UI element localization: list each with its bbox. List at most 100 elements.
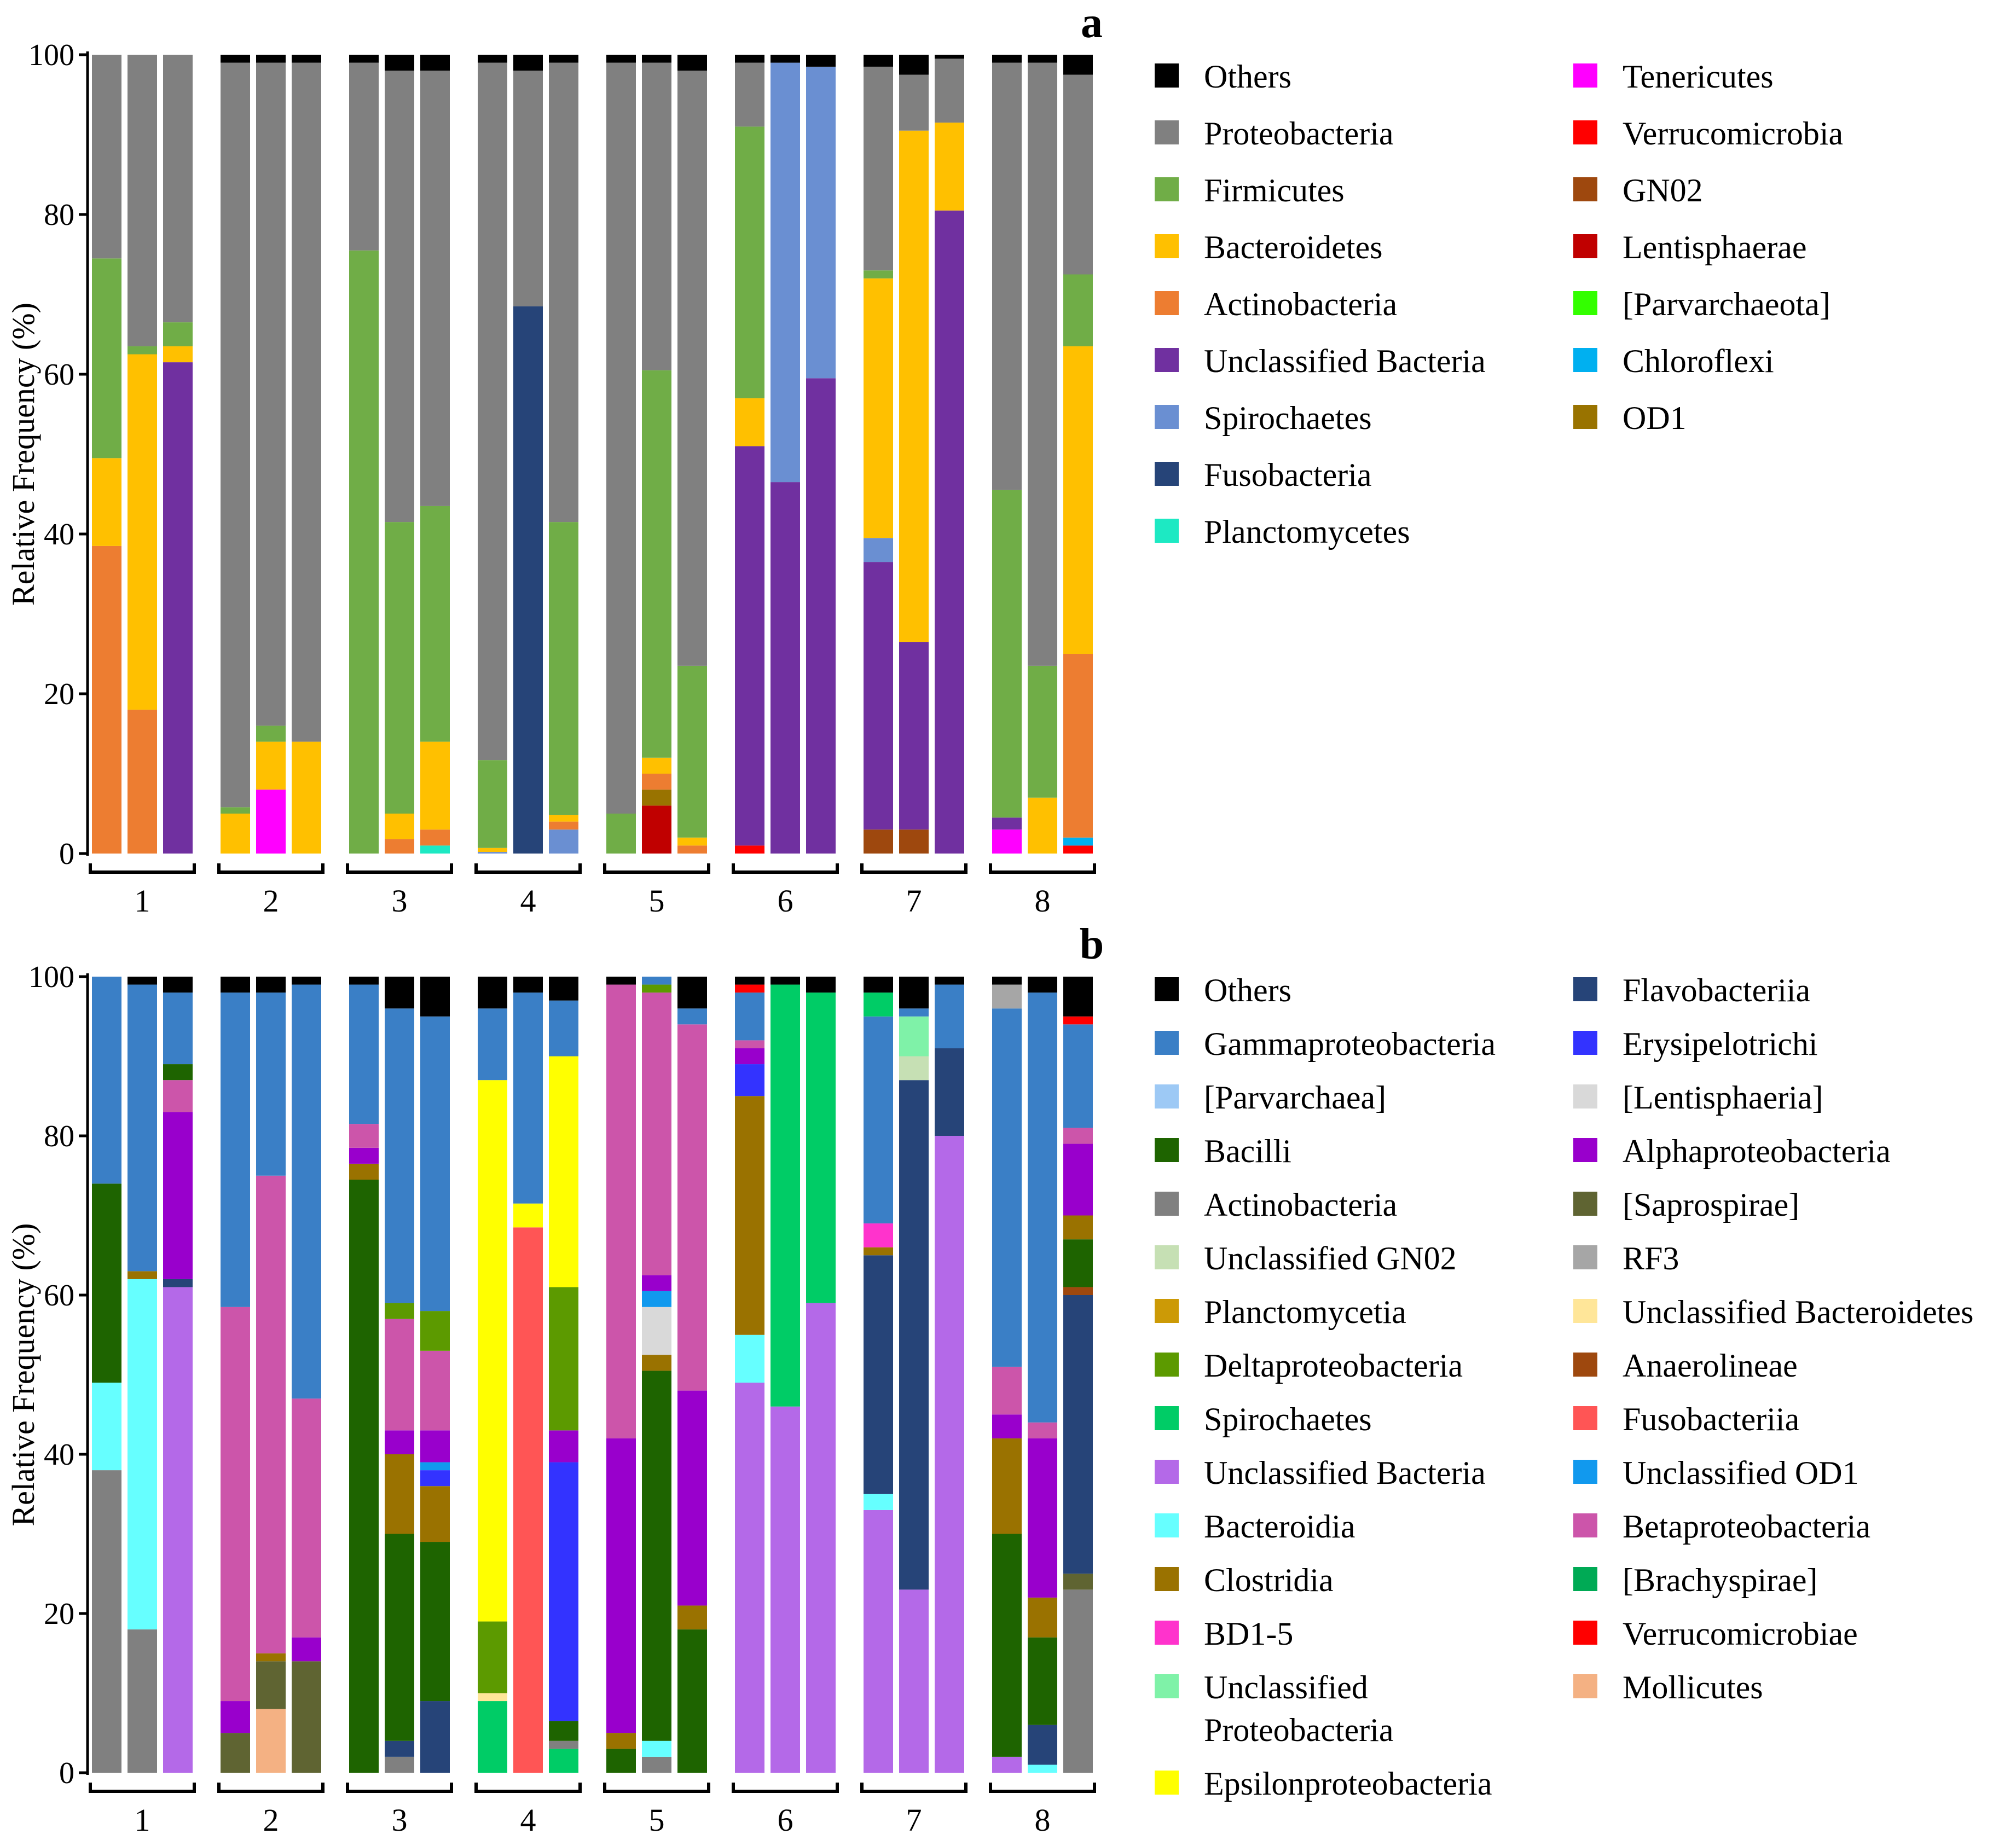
group-label-2: 2 (263, 1802, 279, 1834)
legend-item-erysipelotrichi: Erysipelotrichi (1573, 1026, 1818, 1062)
group-label-7: 7 (906, 883, 922, 919)
bar-segment-unclassified-proteobacteria (899, 1016, 929, 1057)
bar-segment-betaproteobacteria (677, 1024, 707, 1391)
bar-group-5-sample-2 (642, 55, 671, 854)
bar-segment-others (771, 977, 800, 985)
bar-segment-others (385, 55, 414, 71)
bar-segment-flavobacteriia (163, 1279, 193, 1287)
legend-swatch (1573, 1621, 1597, 1645)
legend-swatch (1573, 1192, 1597, 1216)
group-bracket (603, 1783, 710, 1793)
legend-item-tenericutes: Tenericutes (1573, 59, 1774, 95)
bar-segment-proteobacteria (935, 59, 964, 123)
bar-segment-alphaproteobacteria (606, 1438, 636, 1733)
bar-segment-others (642, 55, 671, 63)
bar-segment-tenericutes (256, 790, 286, 854)
bar-segment-betaproteobacteria (1063, 1128, 1093, 1144)
bar-segment-tenericutes (992, 829, 1022, 854)
legend-label: Anaerolineae (1623, 1348, 1798, 1384)
bar-segment-clostridia (735, 1096, 764, 1335)
bar-group-2-sample-1 (221, 977, 250, 1773)
panel-letter-b: b (1080, 920, 1104, 968)
bar-segment-clostridia (349, 1163, 379, 1180)
legend-label: [Brachyspirae] (1623, 1562, 1817, 1598)
bar-segment-alphaproteobacteria (992, 1414, 1022, 1438)
bar-segment-bacteroidetes (864, 278, 893, 538)
bar-segment-gn02 (864, 829, 893, 854)
legend-swatch (1155, 405, 1179, 429)
bar-segment-gammaproteobacteria (1028, 993, 1057, 1423)
legend-item-unclassified-od1: Unclassified OD1 (1573, 1455, 1859, 1491)
bar-group-3-sample-1 (349, 55, 379, 854)
bar-segment-bacteroidetes (420, 741, 450, 830)
legend-item-proteobacteria: Proteobacteria (1155, 115, 1394, 152)
bar-segment-others (864, 55, 893, 67)
bar-segment-flavobacteriia (420, 1701, 450, 1773)
y-tick-label: 0 (59, 1756, 74, 1790)
bar-segment-others (899, 55, 929, 75)
bar-group-1-sample-2 (128, 55, 157, 854)
bar-group-3-sample-2 (385, 55, 414, 854)
legend: Others Gammaproteobacteria [Parvarchaea] Ba… (1155, 972, 1973, 1802)
bar-segment-others (771, 55, 800, 63)
bar-segment-proteobacteria (478, 62, 507, 761)
bar-segment-proteobacteria (1063, 74, 1093, 275)
bar-segment-firmicutes (606, 814, 636, 854)
group-bracket (474, 863, 582, 874)
legend-label: Actinobacteria (1204, 286, 1397, 322)
bar-segment-unclassified-od1 (420, 1462, 450, 1471)
legend-swatch (1155, 1299, 1179, 1323)
bar-segment-firmicutes (420, 506, 450, 742)
bar-segment-betaproteobacteria (349, 1124, 379, 1148)
bar-segment-gammaproteobacteria (292, 984, 321, 1399)
bar-segment-bacilli (385, 1534, 414, 1741)
bar-group-3-sample-1 (349, 977, 379, 1773)
legend-item-others: Others (1155, 972, 1291, 1008)
bar-segment-betaproteobacteria (1028, 1422, 1057, 1438)
legend-label: Unclassified Bacteria (1204, 1455, 1486, 1491)
bar-segment-firmicutes (864, 270, 893, 278)
legend-swatch (1573, 348, 1597, 372)
bar-segment-others (735, 55, 764, 63)
bar-segment-unclassified-bacteria (806, 1303, 836, 1773)
bar-segment-others (606, 55, 636, 63)
bar-segment-betaproteobacteria (735, 1040, 764, 1048)
bar-segment-gammaproteobacteria (642, 977, 671, 985)
bar-segment-alphaproteobacteria (1063, 1144, 1093, 1216)
bar-segment-clostridia (420, 1486, 450, 1542)
bar-segment-fusobacteria (513, 306, 543, 854)
legend-label: Chloroflexi (1623, 343, 1774, 379)
bar-group-1-sample-2 (128, 977, 157, 1773)
bar-segment-spirochaetes (549, 829, 578, 854)
bar-group-5-sample-3 (677, 55, 707, 854)
y-tick-label: 80 (44, 1119, 74, 1153)
bar-segment-others (864, 977, 893, 993)
bar-segment-actinobacteria (385, 839, 414, 854)
bar-segment-unclassified-bacteria (864, 1510, 893, 1773)
legend-swatch (1155, 120, 1179, 144)
bar-segment-actinobacteria (1063, 654, 1093, 838)
bar-segment-alphaproteobacteria (735, 1048, 764, 1065)
legend-label: Unclassified OD1 (1623, 1455, 1859, 1491)
bar-segment-firmicutes (385, 522, 414, 814)
bar-segment-actinobacteria (549, 1740, 578, 1749)
bar-segment-actinobacteria (128, 1629, 157, 1773)
bar-group-3-sample-3 (420, 55, 450, 854)
legend-label: Spirochaetes (1204, 400, 1372, 436)
bar-segment-deltaproteobacteria (385, 1303, 414, 1319)
y-tick-label: 60 (44, 358, 74, 392)
bar-segment-deltaproteobacteria (642, 984, 671, 993)
bar-segment-clostridia (606, 1733, 636, 1749)
group-label-8: 8 (1035, 1802, 1051, 1834)
bar-segment-bacilli (642, 1371, 671, 1741)
bar-segment-bacteroidetes (92, 458, 121, 546)
y-tick-label: 0 (59, 837, 74, 871)
bar-group-3-sample-3 (420, 977, 450, 1773)
bar-segment-clostridia (992, 1438, 1022, 1534)
group-label-5: 5 (649, 1802, 665, 1834)
bar-group-7-sample-2 (899, 55, 929, 854)
bar-segment-others (420, 55, 450, 71)
bar-segment-gammaproteobacteria (735, 993, 764, 1041)
legend-label: Tenericutes (1623, 59, 1774, 95)
legend-item-od1: OD1 (1573, 400, 1687, 436)
